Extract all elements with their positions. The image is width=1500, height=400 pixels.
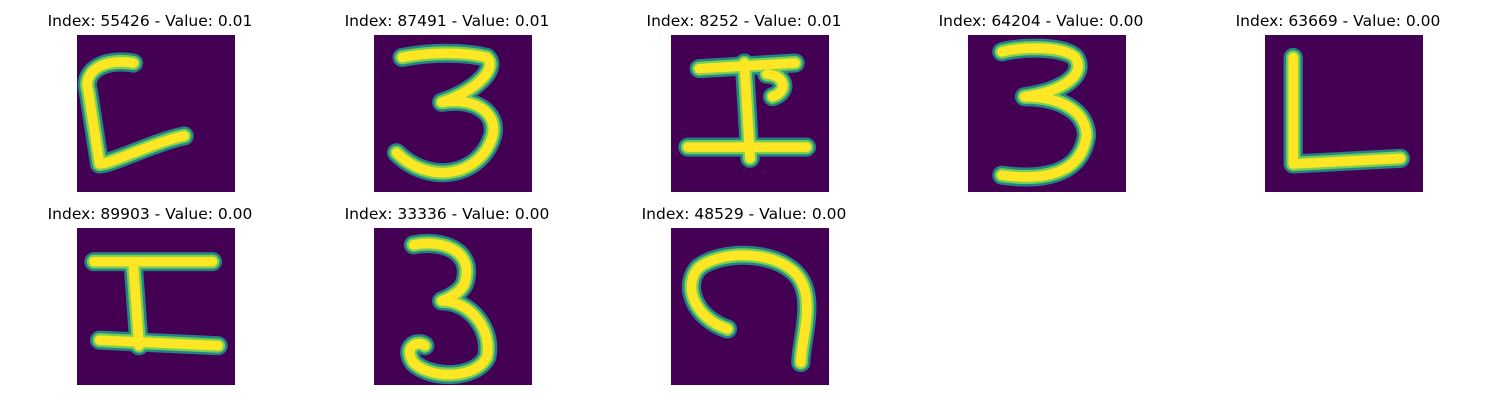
image-panel: Index: 89903 - Value: 0.00: [0, 193, 300, 393]
glyph-stroke: [686, 250, 812, 368]
image-panel: Index: 64204 - Value: 0.00: [891, 0, 1191, 200]
panel-title: Index: 8252 - Value: 0.01: [646, 12, 842, 30]
panel-title: Index: 89903 - Value: 0.00: [47, 205, 253, 223]
image-panel: Index: 55426 - Value: 0.01: [0, 0, 300, 200]
glyph-stroke: [997, 43, 1092, 182]
digit-image: [77, 35, 235, 192]
glyph-stroke: [82, 57, 190, 169]
digit-image: [671, 228, 829, 385]
digit-image: [968, 35, 1126, 192]
digit-image: [1265, 35, 1423, 192]
image-background: [77, 228, 235, 385]
digit-image: [77, 228, 235, 385]
glyph-stroke: [94, 335, 223, 351]
panel-title: Index: 63669 - Value: 0.00: [1235, 12, 1441, 30]
panel-title: Index: 64204 - Value: 0.00: [938, 12, 1144, 30]
panel-title: Index: 55426 - Value: 0.01: [47, 12, 253, 30]
panel-title: Index: 87491 - Value: 0.01: [344, 12, 550, 30]
panel-title: Index: 33336 - Value: 0.00: [344, 205, 550, 223]
image-panel: Index: 48529 - Value: 0.00: [594, 193, 894, 393]
image-panel: Index: 63669 - Value: 0.00: [1188, 0, 1488, 200]
glyph-stroke: [391, 48, 499, 178]
image-panel: Index: 33336 - Value: 0.00: [297, 193, 597, 393]
digit-image: [374, 228, 532, 385]
glyph-stroke: [404, 238, 493, 380]
glyph-stroke: [1288, 52, 1406, 169]
panel-title: Index: 48529 - Value: 0.00: [641, 205, 847, 223]
digit-image: [671, 35, 829, 192]
image-panel: Index: 87491 - Value: 0.01: [297, 0, 597, 200]
image-panel: Index: 8252 - Value: 0.01: [594, 0, 894, 200]
digit-image: [374, 35, 532, 192]
glyph-stroke: [128, 262, 144, 351]
glyph-stroke: [762, 69, 788, 102]
